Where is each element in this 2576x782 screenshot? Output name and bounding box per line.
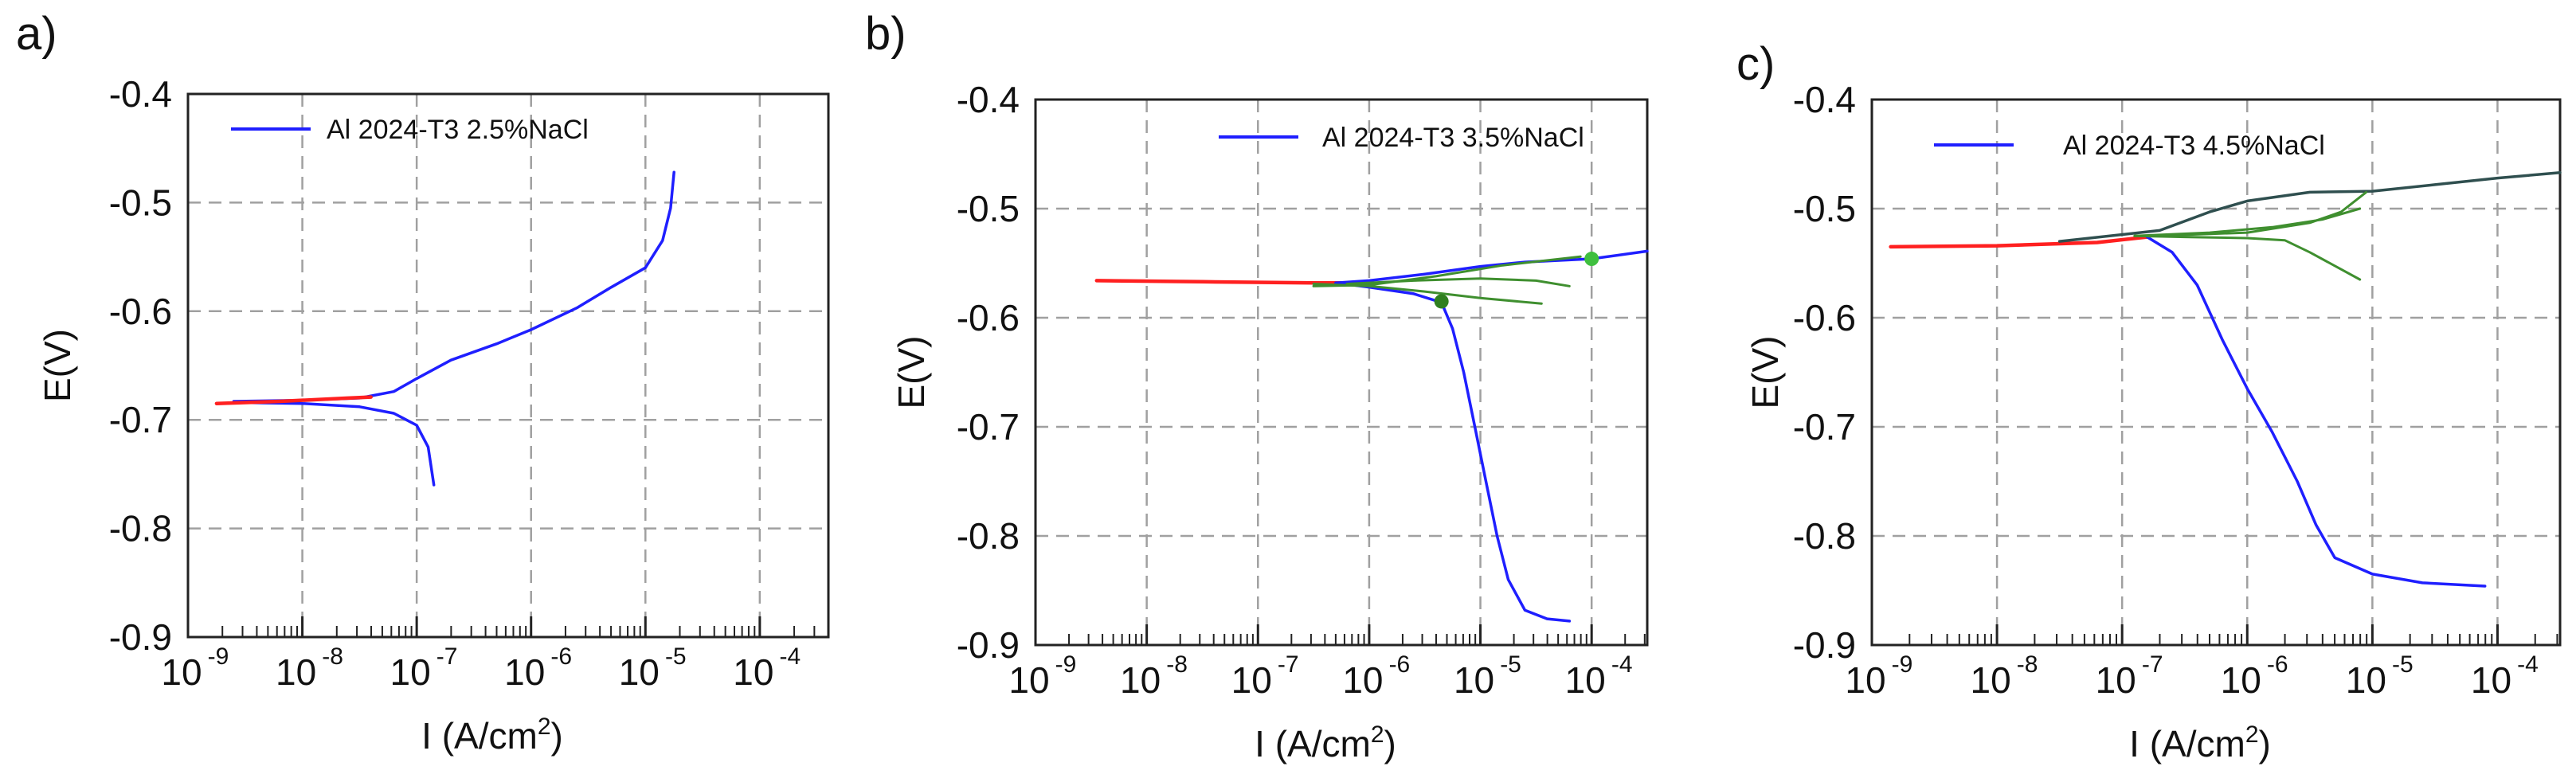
x-tick-exponent: -6 [2267, 651, 2288, 678]
plot-frame [186, 92, 830, 639]
y-tick-label: -0.7 [109, 399, 172, 440]
data-marker [1584, 252, 1599, 267]
y-axis-label: E(V) [37, 329, 78, 402]
y-tick-label: -0.9 [957, 624, 1020, 666]
x-tick-exponent: -7 [437, 643, 458, 670]
series-tafel-2 [2133, 234, 2362, 281]
y-tick-label: -0.6 [109, 291, 172, 332]
y-tick-label: -0.5 [109, 182, 172, 223]
x-tick-label: 10 [390, 651, 431, 693]
x-tick-label: 10 [1231, 659, 1272, 701]
x-tick-label: 10 [2096, 659, 2136, 701]
legend-label: Al 2024-T3 4.5%NaCl [2063, 131, 2325, 161]
x-tick-label: 10 [619, 651, 660, 693]
chart-panel-1: a)-0.4-0.5-0.6-0.7-0.8-0.910 -9 10 -8 10 -7 10… [16, 8, 830, 757]
chart-panel-3: c)-0.4-0.5-0.6-0.7-0.8-0.910 -9 10 -8 10 -7 10… [1736, 38, 2562, 764]
x-tick-exponent: -4 [1611, 651, 1633, 678]
x-tick-exponent: -9 [208, 643, 229, 670]
chart-panel-2: b)-0.4-0.5-0.6-0.7-0.8-0.910 -9 10 -8 10 -7 10… [865, 8, 1649, 764]
x-tick-label: 10 [2471, 659, 2511, 701]
series-tafel-3 [2133, 207, 2362, 237]
y-tick-label: -0.4 [109, 73, 172, 115]
x-tick-label: 10 [1845, 659, 1885, 701]
y-tick-label: -0.7 [1793, 406, 1856, 448]
x-tick-label: 10 [504, 651, 545, 693]
x-tick-exponent: -4 [780, 643, 801, 670]
y-axis-label: E(V) [1744, 336, 1786, 409]
series-fit [1889, 235, 2149, 249]
plot-frame [1034, 98, 1649, 647]
legend-label: Al 2024-T3 3.5%NaCl [1322, 123, 1584, 153]
y-tick-label: -0.4 [1793, 79, 1856, 120]
data-marker [1434, 294, 1449, 309]
panel-label: b) [865, 8, 906, 60]
series-anodic [2057, 171, 2562, 243]
y-tick-label: -0.6 [957, 297, 1020, 338]
y-tick-label: -0.5 [957, 188, 1020, 229]
x-tick-label: 10 [1565, 659, 1606, 701]
x-tick-exponent: -9 [1055, 651, 1077, 678]
panel-label: a) [16, 8, 57, 60]
x-tick-exponent: -5 [665, 643, 687, 670]
x-tick-label: 10 [1342, 659, 1383, 701]
y-tick-label: -0.8 [1793, 515, 1856, 557]
x-tick-exponent: -8 [1166, 651, 1188, 678]
series-cathodic [232, 401, 436, 487]
series-cathodic [1334, 281, 1572, 623]
series-tafel-2 [1312, 283, 1543, 305]
x-tick-label: 10 [276, 651, 316, 693]
x-axis-label: I (A/cm2) [1255, 721, 1396, 764]
x-axis-label: I (A/cm2) [421, 714, 563, 757]
x-tick-label: 10 [733, 651, 773, 693]
y-tick-label: -0.8 [109, 508, 172, 549]
x-tick-exponent: -7 [2142, 651, 2163, 678]
y-tick-label: -0.4 [957, 79, 1020, 120]
x-tick-exponent: -8 [322, 643, 343, 670]
x-tick-exponent: -6 [1389, 651, 1411, 678]
x-tick-label: 10 [1454, 659, 1494, 701]
x-tick-exponent: -5 [2392, 651, 2414, 678]
y-tick-label: -0.6 [1793, 297, 1856, 338]
legend-label: Al 2024-T3 2.5%NaCl [327, 115, 589, 145]
x-tick-label: 10 [2346, 659, 2386, 701]
y-tick-label: -0.8 [957, 515, 1020, 557]
y-axis-label: E(V) [891, 336, 932, 409]
x-tick-label: 10 [2221, 659, 2261, 701]
series-fit [214, 395, 373, 405]
panel-label: c) [1736, 38, 1775, 90]
y-tick-label: -0.7 [957, 406, 1020, 448]
x-tick-exponent: -6 [550, 643, 572, 670]
series-cathodic [2145, 235, 2487, 588]
y-tick-label: -0.9 [1793, 624, 1856, 666]
x-tick-label: 10 [161, 651, 202, 693]
plot-frame [1870, 98, 2562, 647]
x-tick-exponent: -5 [1500, 651, 1521, 678]
x-axis-label: I (A/cm2) [2129, 721, 2271, 764]
x-tick-label: 10 [1120, 659, 1161, 701]
series-anodic [232, 170, 675, 403]
x-tick-label: 10 [1971, 659, 2011, 701]
x-tick-label: 10 [1008, 659, 1049, 701]
x-tick-exponent: -8 [2017, 651, 2038, 678]
series-tafel-3 [1345, 277, 1571, 287]
y-tick-label: -0.9 [109, 616, 172, 658]
series-fit [1094, 279, 1349, 285]
x-tick-exponent: -9 [1892, 651, 1913, 678]
x-tick-exponent: -7 [1278, 651, 1299, 678]
y-tick-label: -0.5 [1793, 188, 1856, 229]
x-tick-exponent: -4 [2517, 651, 2539, 678]
